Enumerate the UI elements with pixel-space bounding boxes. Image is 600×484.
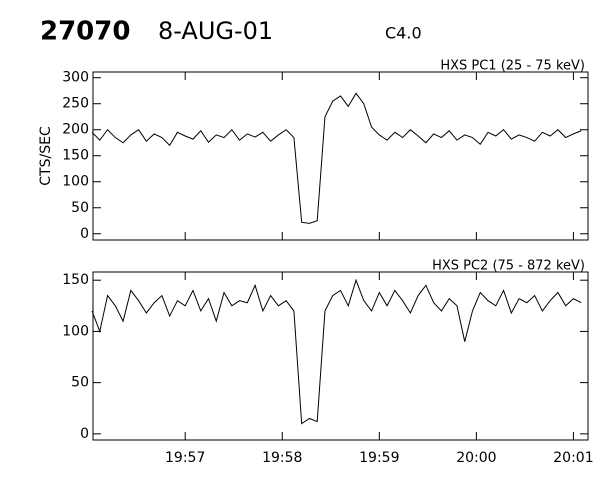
data-line	[91, 278, 582, 425]
y-axis-label: CTS/SEC	[38, 126, 54, 186]
y-tick-label: 100	[62, 323, 89, 339]
y-tick-label: 50	[71, 375, 89, 391]
chart-title: 27070	[40, 17, 130, 47]
x-tick-label: 20:00	[456, 450, 496, 466]
y-tick-label: 100	[62, 174, 89, 190]
y-tick-label: 0	[80, 426, 89, 442]
flare-class: C4.0	[385, 24, 422, 43]
y-tick-label: 300	[62, 70, 89, 86]
x-tick-label: 19:57	[165, 450, 205, 466]
x-tick-label: 20:01	[553, 450, 593, 466]
plot-frame	[92, 271, 589, 441]
y-tick-label: 50	[71, 200, 89, 216]
y-tick-label: 250	[62, 96, 89, 112]
date: 8-AUG-01	[158, 17, 273, 45]
panel-label: HXS PC1 (25 - 75 keV)	[440, 59, 585, 74]
y-tick-label: 150	[62, 272, 89, 288]
panel-label: HXS PC2 (75 - 872 keV)	[432, 259, 585, 274]
y-tick-label: 200	[62, 122, 89, 138]
y-tick-label: 0	[80, 226, 89, 242]
y-tick-label: 150	[62, 148, 89, 164]
plot-frame	[92, 71, 589, 241]
x-tick-label: 19:58	[262, 450, 302, 466]
x-tick-label: 19:59	[359, 450, 399, 466]
data-line	[91, 92, 582, 224]
